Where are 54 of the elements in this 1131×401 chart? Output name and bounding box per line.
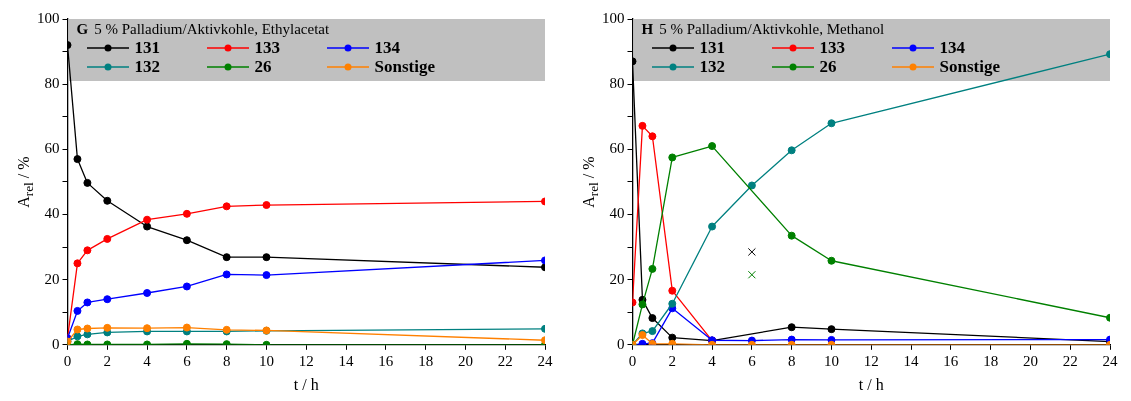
x-axis-title: t / h [858,375,884,393]
x-tick-label: 12 [298,352,314,369]
y-tick-label: 40 [609,205,625,222]
legend-label: 131 [699,38,725,57]
x-tick-label: 8 [222,352,231,369]
legend-label: 133 [254,38,280,57]
x-tick-label: 18 [418,352,434,369]
x-tick-label: 24 [537,352,553,369]
x-tick-label: 22 [1062,352,1078,369]
legend-label: 132 [134,57,160,76]
y-tick-label: 100 [602,9,625,26]
legend-label: 26 [819,57,837,76]
x-tick-label: 12 [863,352,879,369]
y-tick-label: 60 [44,140,60,157]
y-tick-label: 0 [617,335,625,352]
x-tick-label: 24 [1102,352,1118,369]
x-tick-label: 16 [378,352,394,369]
x-tick-label: 4 [708,352,717,369]
y-tick-label: 60 [609,140,625,157]
chart-title: H 5 % Palladium/Aktivkohle, Methanol [641,21,886,38]
y-tick-label: 20 [609,270,625,287]
y-tick-label: 40 [44,205,60,222]
x-tick-label: 8 [787,352,796,369]
x-tick-label: 16 [943,352,959,369]
legend-label: 132 [699,57,725,76]
x-tick-label: 2 [103,352,112,369]
x-tick-label: 0 [63,352,72,369]
x-tick-label: 10 [258,352,274,369]
x-tick-label: 10 [823,352,839,369]
legend-label: 131 [134,38,160,57]
x-tick-label: 18 [983,352,999,369]
legend-label: 26 [254,57,272,76]
legend-label: Sonstige [939,57,1000,76]
x-tick-label: 20 [457,352,473,369]
x-tick-label: 14 [338,352,355,369]
x-tick-label: 20 [1022,352,1038,369]
x-tick-label: 4 [143,352,152,369]
x-tick-label: 14 [903,352,920,369]
legend-label: 134 [939,38,965,57]
x-tick-label: 2 [668,352,677,369]
x-tick-label: 22 [497,352,513,369]
y-tick-label: 0 [52,335,60,352]
y-tick-label: 100 [37,9,60,26]
chart-title: G 5 % Palladium/Aktivkohle, Ethylacetat [76,21,331,38]
x-axis-title: t / h [293,375,319,393]
legend-label: Sonstige [374,57,435,76]
y-tick-label: 20 [44,270,60,287]
x-tick-label: 0 [628,352,637,369]
x-tick-label: 6 [748,352,757,369]
y-tick-label: 80 [44,75,60,92]
legend-label: 133 [819,38,845,57]
y-tick-label: 80 [609,75,625,92]
legend-label: 134 [374,38,400,57]
x-tick-label: 6 [183,352,192,369]
